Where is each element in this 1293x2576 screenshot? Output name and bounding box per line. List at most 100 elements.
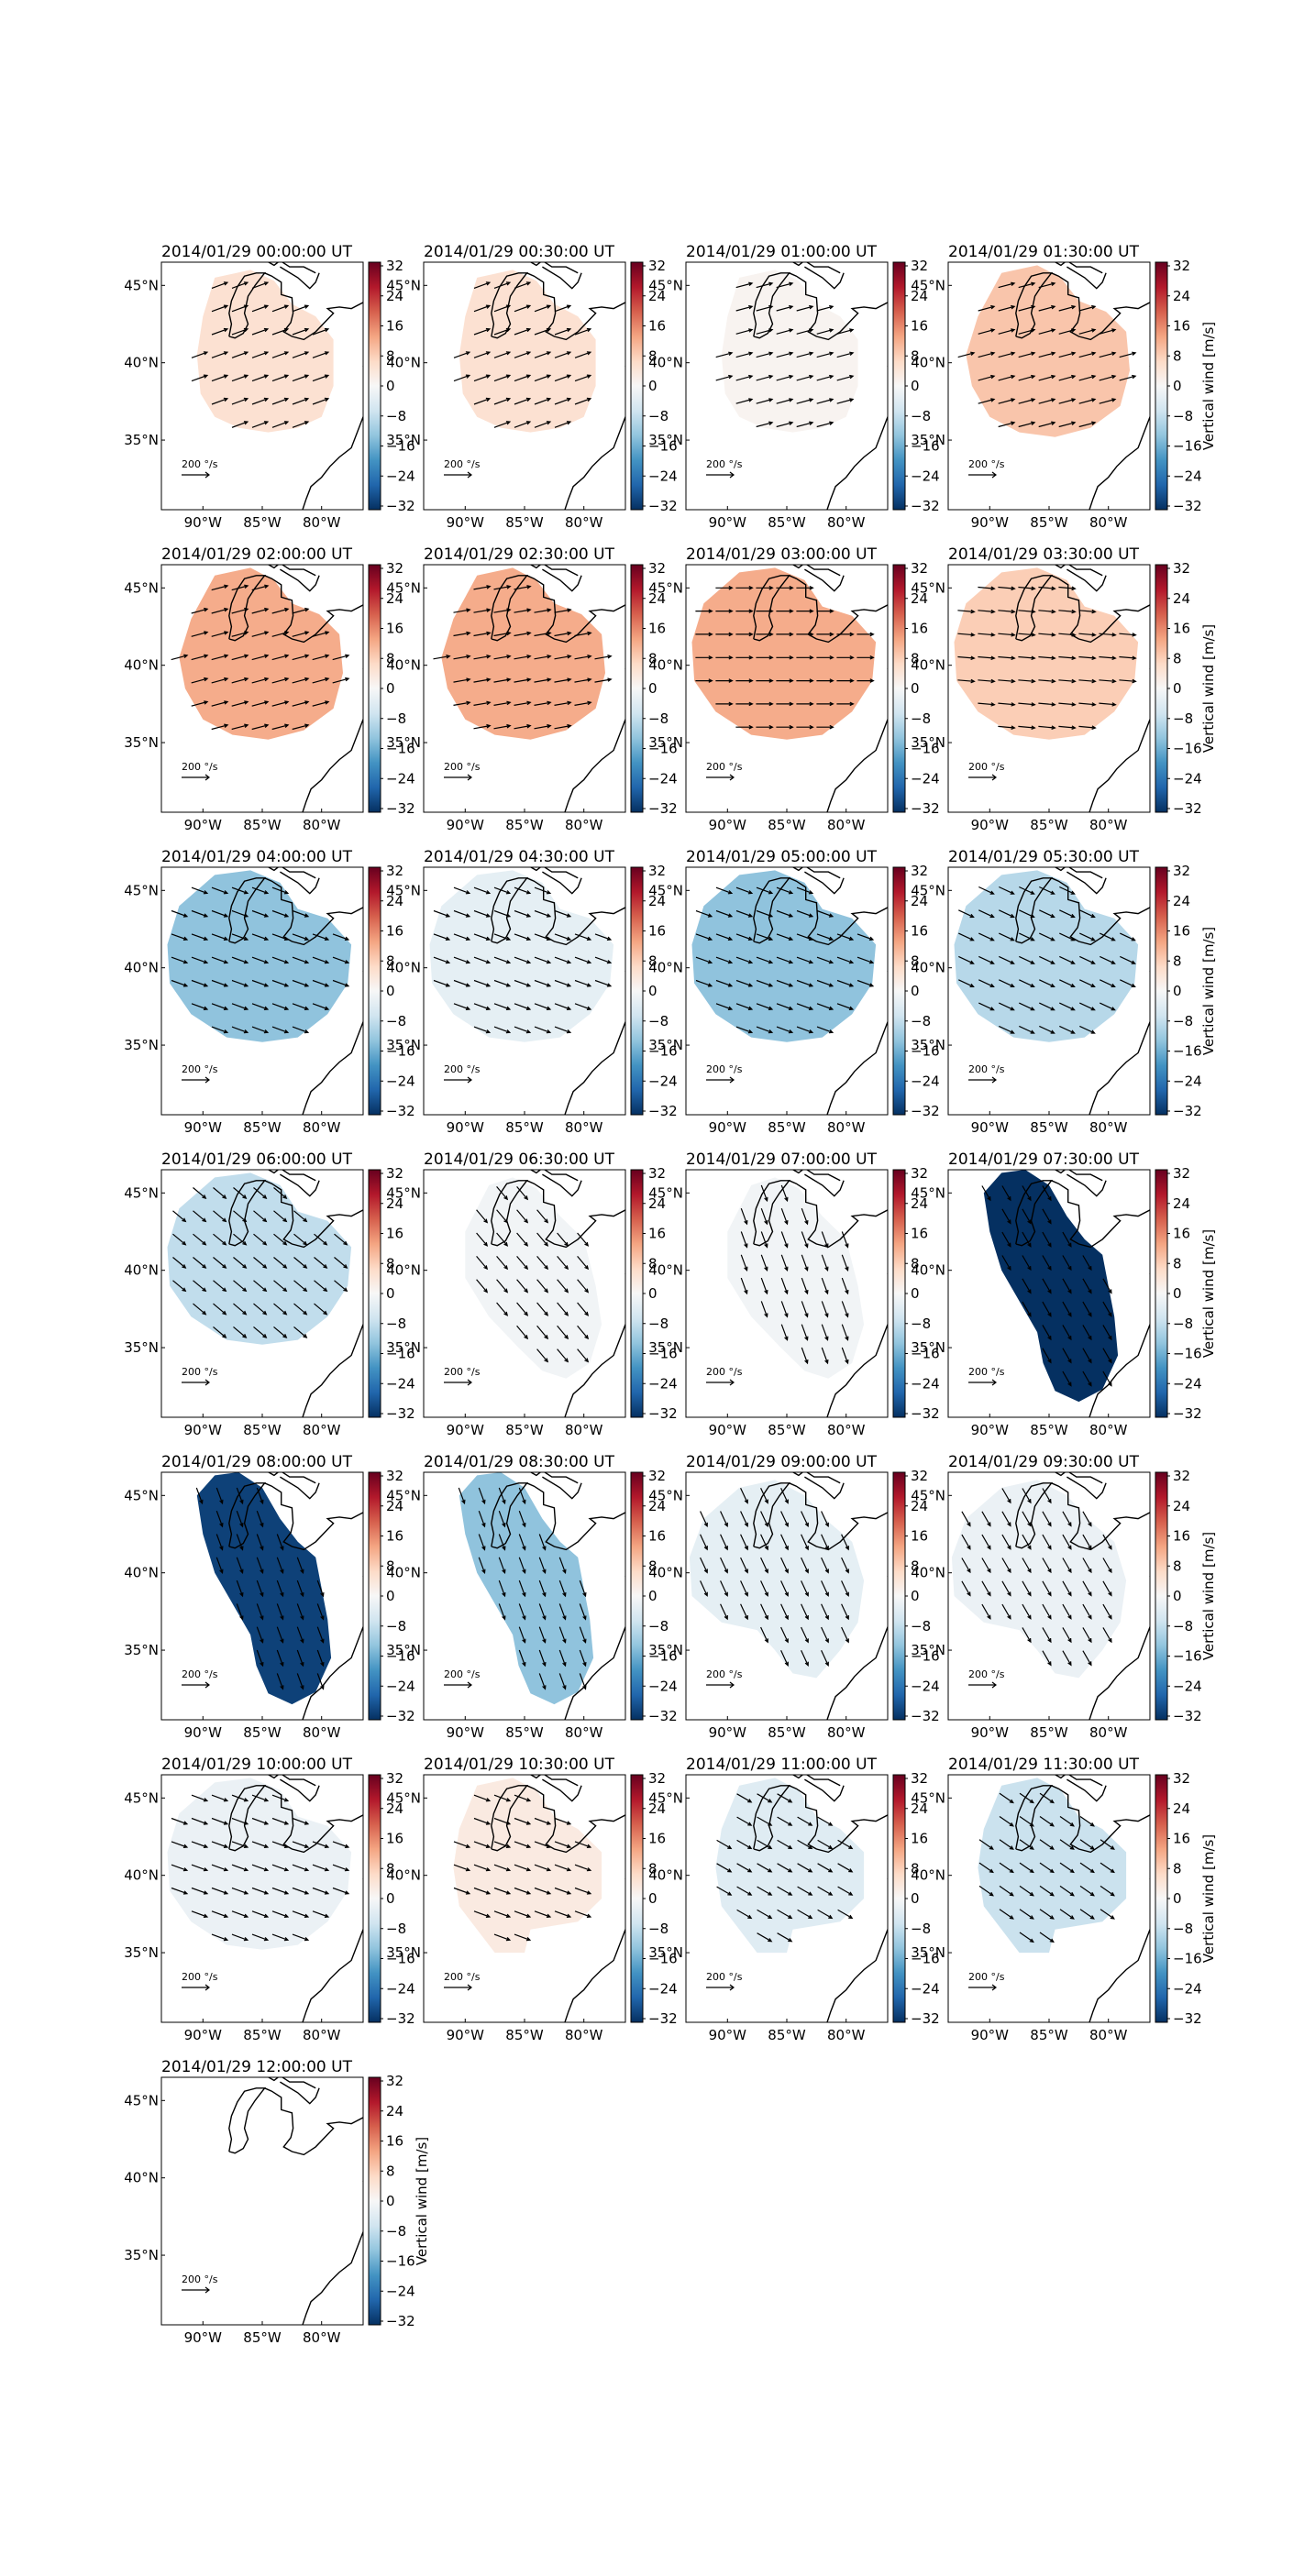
coastline [302, 1576, 363, 1720]
y-tick-label: 40°N [911, 1262, 945, 1279]
wind-arrow [1058, 586, 1077, 591]
wind-arrow [836, 351, 855, 358]
panel-title: 2014/01/29 02:30:00 UT [424, 545, 615, 564]
wind-arrow [534, 1026, 552, 1034]
wind-arrow [453, 677, 471, 683]
colorbar-gradient [1155, 1774, 1168, 2023]
wind-arrow [1019, 1025, 1035, 1034]
wind-arrow [236, 1534, 244, 1551]
coastline [280, 1476, 320, 1500]
wind-arrow [1042, 1511, 1052, 1527]
colorbar-tick-label: 16 [386, 923, 403, 940]
colorbar-tick-label: −32 [648, 2010, 678, 2027]
colorbar-tick-label: 16 [386, 1831, 403, 1847]
wind-arrow [999, 1909, 1014, 1920]
wind-arrow [978, 1839, 994, 1850]
wind-arrow [777, 1932, 793, 1943]
wind-arrow [293, 1303, 308, 1316]
coastline [1089, 1273, 1150, 1417]
coastline [526, 1482, 625, 1551]
wind-arrow [1120, 932, 1136, 941]
wind-arrow [816, 933, 834, 941]
coastline [264, 2087, 363, 2156]
wind-arrow [1082, 1627, 1092, 1644]
wind-arrow [334, 1280, 348, 1293]
colorbar-gradient [630, 1774, 644, 2023]
wind-arrow [231, 1887, 249, 1895]
wind-arrow [276, 1626, 284, 1644]
x-tick-label: 90°W [709, 1422, 747, 1438]
wind-arrow [498, 1580, 506, 1598]
x-tick-label: 90°W [971, 1422, 1010, 1438]
wind-arrow [251, 327, 270, 336]
scale-label: 200 °/s [444, 1971, 481, 1983]
wind-arrow [716, 1886, 733, 1896]
wind-arrow [213, 1187, 227, 1199]
wind-arrow [271, 351, 290, 358]
y-tick-label: 35°N [124, 734, 159, 751]
colorbar-tick-label: 0 [911, 983, 920, 999]
colorbar-tick-label: 0 [1173, 378, 1182, 394]
wind-arrow [999, 1885, 1014, 1897]
colorbar-tick-label: −16 [386, 1346, 415, 1362]
wind-arrow [736, 1793, 753, 1803]
y-tick-label: 40°N [386, 960, 421, 976]
wind-arrow [961, 1534, 971, 1550]
panel-title: 2014/01/29 08:30:00 UT [424, 1453, 615, 1471]
colorbar-tick-label: −8 [386, 1921, 406, 1937]
wind-arrow [292, 607, 310, 614]
wind-arrow [334, 1233, 348, 1246]
wind-arrow [1082, 1580, 1092, 1597]
wind-arrow [312, 979, 330, 987]
scale-label: 200 °/s [968, 458, 1005, 470]
colorbar-tick-label: −24 [911, 1073, 940, 1089]
wind-arrow [251, 700, 270, 707]
colorbar-tick-label: −24 [911, 770, 940, 787]
colorbar-label: Vertical wind [m/s] [414, 2137, 430, 2265]
vertical-wind-region [954, 870, 1139, 1042]
x-tick-label: 90°W [971, 2027, 1010, 2043]
wind-arrow [453, 886, 471, 895]
y-tick-label: 45°N [386, 579, 421, 596]
wind-arrow [256, 1510, 264, 1528]
wind-arrow [1102, 1278, 1112, 1294]
x-tick-label: 90°W [709, 817, 747, 833]
y-tick-label: 35°N [648, 1944, 683, 1961]
wind-arrow [536, 1232, 549, 1247]
y-tick-label: 35°N [911, 1944, 945, 1961]
colorbar-tick-label: −24 [648, 1073, 678, 1089]
wind-arrow [271, 886, 290, 895]
wind-arrow [1102, 1627, 1112, 1644]
wind-arrow [493, 1003, 512, 1010]
wind-arrow [1059, 1816, 1075, 1827]
wind-arrow [538, 1557, 547, 1574]
wind-arrow [760, 1184, 768, 1203]
colorbar-tick-label: −32 [1173, 800, 1202, 817]
y-tick-label: 45°N [124, 1184, 159, 1201]
x-tick-label: 85°W [243, 514, 282, 531]
wind-arrow [251, 1026, 270, 1034]
colorbar-tick-label: 32 [911, 1770, 928, 1787]
wind-arrow [780, 1626, 789, 1644]
wind-arrow [271, 700, 290, 707]
coastline [1051, 1785, 1150, 1854]
wind-arrow [978, 909, 995, 919]
colorbar-tick-label: 0 [386, 1588, 395, 1604]
colorbar-tick-label: 16 [911, 621, 928, 637]
wind-arrow [211, 281, 229, 289]
wind-arrow [292, 1026, 310, 1034]
wind-arrow [473, 327, 492, 336]
coastline [280, 568, 320, 592]
wind-arrow [293, 1210, 308, 1223]
coastline [526, 575, 625, 644]
scale-label: 200 °/s [706, 1063, 743, 1075]
colorbar-tick-label: −16 [911, 1346, 940, 1362]
wind-arrow [740, 1511, 748, 1528]
x-tick-label: 85°W [243, 1724, 282, 1741]
x-tick-label: 90°W [709, 2027, 747, 2043]
wind-arrow [777, 1909, 793, 1920]
wind-arrow [271, 304, 290, 313]
